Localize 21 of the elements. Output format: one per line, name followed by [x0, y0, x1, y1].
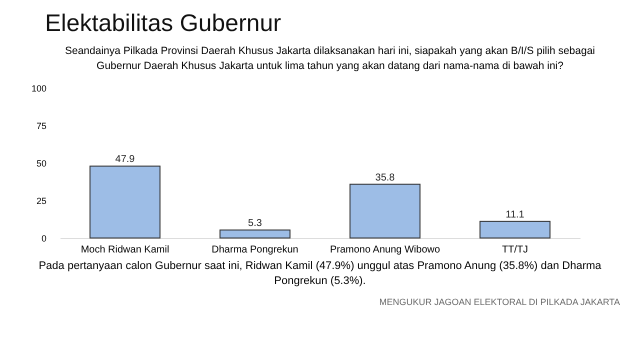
text: MENGUKUR JAGOAN ELEKTORAL DI PILKADA JAKARTA: [379, 297, 620, 307]
bar: [350, 184, 420, 238]
text: Pada pertanyaan calon Gubernur saat ini, Ridwan Kamil (47.9%) unggul atas Pramono Anung (35.8%) dan Dharma Pongrekun (5.3%).: [38, 260, 602, 287]
chart-subtitle: Seandainya Pilkada Provinsi Daerah Khusus Jakarta dilaksanakan hari ini, siapakah yang akan B/I/S pilih sebagai Gubernur Daerah Khusus Jakarta untuk lima tahun yang akan datang dari nama-nama di bawah ini?: [65, 45, 595, 72]
data-label: 35.8: [375, 172, 396, 184]
y-tick-label: 0: [41, 234, 46, 244]
y-tick-label: 100: [31, 84, 46, 94]
y-tick-label: 25: [36, 196, 46, 206]
bar: [480, 220, 550, 238]
y-tick-label: 75: [36, 121, 46, 131]
x-tick-label: Pramono Anung Wibowo: [330, 244, 440, 256]
data-label: 5.3: [248, 218, 262, 230]
bar: [90, 166, 160, 238]
data-label: 11.1: [506, 209, 525, 220]
bar: [220, 230, 290, 238]
x-tick-label: TT/TJ: [502, 244, 528, 256]
y-tick-label: 50: [36, 158, 46, 168]
chart-title: Elektabilitas Gubernur: [45, 10, 282, 37]
data-label: 47.9: [115, 154, 136, 166]
x-tick-label: Moch Ridwan Kamil: [80, 244, 170, 256]
x-tick-label: Dharma Pongrekun: [212, 244, 298, 256]
